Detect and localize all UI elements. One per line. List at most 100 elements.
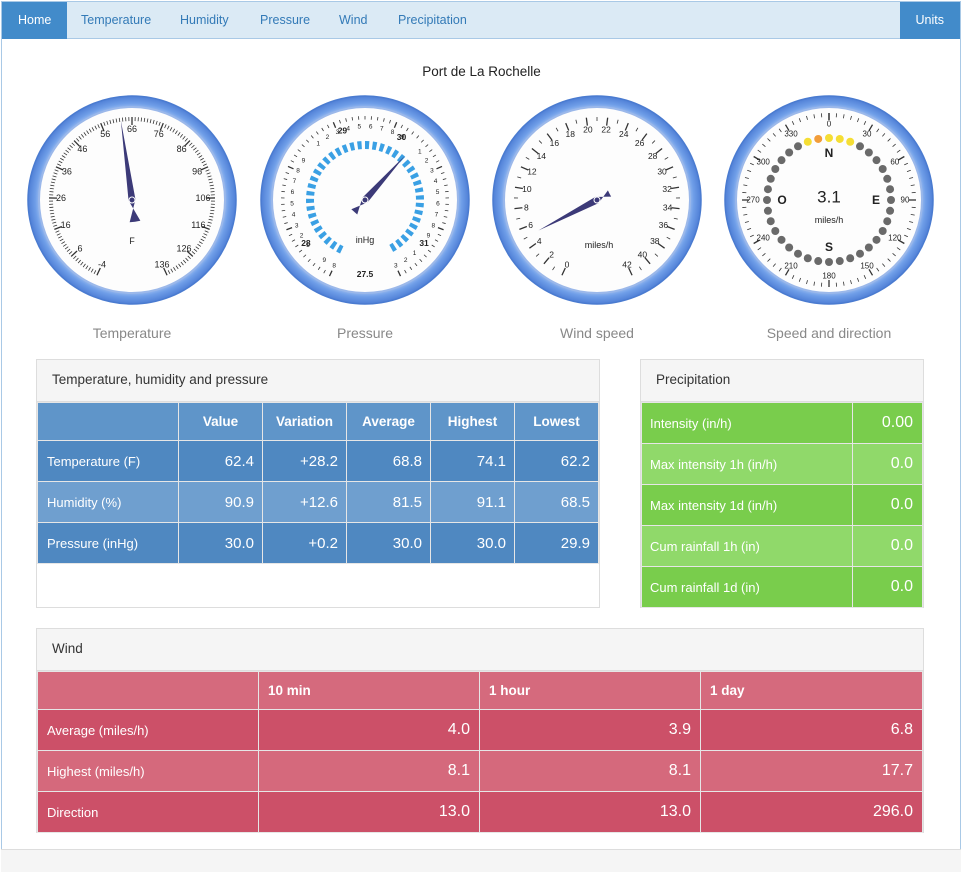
degree-label: 210: [784, 261, 798, 270]
direction-dot: [814, 257, 823, 266]
nav-units[interactable]: Units: [899, 2, 960, 39]
gauge-tick: [514, 186, 523, 190]
gauge-tick: [52, 175, 57, 178]
gauge-tick: [672, 176, 677, 179]
pressure-segment: [395, 238, 404, 248]
table-row: Humidity (%) 90.9 +12.6 81.5 91.1 68.5: [37, 481, 599, 523]
cell: 296.0: [700, 791, 923, 833]
gauge-tick: [186, 250, 194, 257]
pressure-segment: [307, 212, 317, 219]
cell: 0.0: [852, 525, 923, 567]
gauge-tick: [910, 184, 915, 186]
gauge-tick: [868, 268, 874, 276]
degree-label: 330: [784, 130, 798, 139]
gauge-tick: [202, 163, 207, 166]
row-label: Highest (miles/h): [37, 750, 259, 792]
row-label: Pressure (inHg): [37, 522, 179, 564]
gauge-tick: [442, 222, 446, 224]
pressure-segment: [414, 187, 424, 193]
gauge-tick: [291, 239, 296, 242]
cell: 3.9: [479, 709, 701, 751]
nav-precipitation[interactable]: Precipitation: [398, 13, 467, 27]
gauge-tick: [78, 136, 82, 140]
pressure-segment: [334, 147, 343, 157]
pressure-minor-label: 8: [431, 222, 435, 229]
gauge-tick: [112, 119, 115, 124]
gauge-tick: [628, 267, 633, 276]
gauge-tick: [96, 267, 101, 276]
nav-wind[interactable]: Wind: [339, 13, 368, 27]
nav-humidity[interactable]: Humidity: [180, 13, 229, 27]
gauge-tick: [423, 254, 427, 258]
gauge-hub: [593, 196, 601, 204]
nav-home[interactable]: Home: [2, 2, 68, 39]
gauge-tick: [673, 217, 678, 220]
gauge-tick: [440, 172, 445, 174]
gauge-tick: [67, 147, 71, 151]
gauge-tick: [813, 114, 815, 119]
gauge-tick: [514, 207, 523, 210]
direction-dot: [846, 137, 855, 146]
gauge-tick: [287, 165, 294, 170]
gauge-tick: [616, 119, 619, 124]
tick-label: 96: [192, 167, 202, 177]
direction-dot: [777, 235, 786, 244]
row-label: Intensity (in/h): [641, 402, 853, 444]
cell: 81.5: [346, 481, 431, 523]
gauge-tick: [90, 268, 94, 273]
temperature-gauge: -4 6 16 26 36 46 56 66 76 86 96 106 116 126 136 F: [25, 93, 239, 307]
row-label: Max intensity 1h (in/h): [641, 443, 853, 485]
tick-label: 14: [537, 151, 547, 161]
gauge-tick: [525, 156, 530, 160]
gauge-tick: [798, 118, 801, 123]
gauge-tick: [164, 124, 167, 129]
degree-label: 60: [890, 158, 899, 167]
gauge-tick: [185, 257, 189, 262]
gauge-tick: [778, 128, 782, 133]
row-label: Average (miles/h): [37, 709, 259, 751]
gauge-tick: [76, 138, 80, 142]
direction-dot: [883, 217, 892, 226]
cell: 62.2: [514, 440, 599, 482]
gauge-tick: [882, 133, 886, 137]
cell: 90.9: [178, 481, 263, 523]
pressure-minor-label: 6: [291, 189, 295, 196]
gauge-tick: [64, 246, 69, 250]
gauge-tick: [187, 255, 191, 260]
gauge-tick: [70, 250, 78, 257]
wind-panel: Wind 10 min 1 hour 1 day Average (miles/…: [36, 628, 924, 833]
direction-dot: [835, 257, 844, 266]
gauge-tick: [671, 207, 680, 210]
pressure-minor-label: 5: [290, 200, 294, 207]
gauge-tick: [654, 253, 659, 257]
gauge-tick: [896, 247, 901, 251]
gauge-tick: [414, 262, 418, 267]
gauge-tick: [54, 225, 63, 230]
footer: [1, 849, 961, 872]
cell: +28.2: [262, 440, 347, 482]
nav-temperature[interactable]: Temperature: [81, 13, 152, 27]
nav-pressure[interactable]: Pressure: [260, 13, 311, 27]
gauge-tick: [285, 172, 290, 174]
direction-dot: [887, 196, 895, 204]
gauge-tick: [585, 117, 589, 126]
row-label: Cum rainfall 1d (in): [641, 566, 853, 608]
row-label: Cum rainfall 1h (in): [641, 525, 853, 567]
pressure-minor-label: 9: [401, 134, 405, 141]
gauge-tick: [206, 224, 211, 227]
cell: 74.1: [430, 440, 515, 482]
gauge-tick: [332, 121, 337, 128]
cell: +12.6: [262, 481, 347, 523]
pressure-segment: [322, 156, 331, 165]
pressure-minor-label: 6: [436, 200, 440, 207]
gauge-tick: [51, 218, 56, 221]
gauge-tick: [207, 175, 212, 178]
pressure-segment: [309, 175, 319, 183]
gauge-tick: [778, 267, 782, 272]
gauge-tick: [91, 127, 95, 131]
gauge-tick: [59, 238, 64, 242]
pressure-segment: [414, 209, 423, 216]
direction-dot: [785, 148, 794, 157]
gauge-tick: [850, 115, 852, 120]
gauge-tick: [665, 166, 674, 171]
